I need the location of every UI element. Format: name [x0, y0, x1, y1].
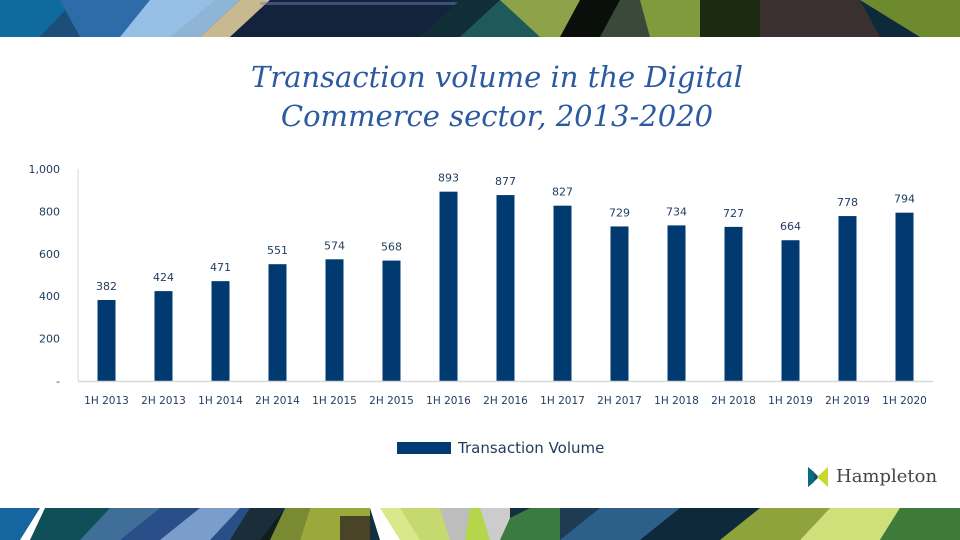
- data-label: 794: [894, 193, 915, 206]
- y-tick-label: 600: [39, 248, 60, 261]
- bar: [781, 240, 800, 381]
- bar: [610, 226, 629, 381]
- bar-chart: - 200 400 600 800 1,000 382 1H 2013 424 2H 2013 47…: [29, 163, 933, 407]
- data-label: 382: [96, 280, 117, 293]
- x-tick-label: 1H 2013: [84, 395, 129, 407]
- data-label: 734: [666, 205, 687, 218]
- bar: [211, 281, 230, 381]
- bar: [895, 212, 914, 381]
- y-tick-label: 400: [39, 290, 60, 303]
- x-tick-label: 1H 2014: [198, 395, 243, 407]
- bar: [496, 195, 515, 381]
- data-label: 551: [267, 244, 288, 257]
- hampleton-logo: Hampleton: [808, 466, 937, 487]
- bar: [553, 205, 572, 381]
- x-tick-label: 2H 2019: [825, 395, 870, 407]
- x-tick-label: 2H 2014: [255, 395, 300, 407]
- data-label: 778: [837, 196, 858, 209]
- x-tick-label: 2H 2018: [711, 395, 756, 407]
- x-tick-label: 1H 2018: [654, 395, 699, 407]
- bar: [268, 264, 287, 381]
- x-tick-label: 2H 2015: [369, 395, 414, 407]
- x-tick-label: 1H 2020: [882, 395, 927, 407]
- x-tick-label: 2H 2016: [483, 395, 528, 407]
- bar: [667, 225, 686, 381]
- bar: [97, 300, 116, 381]
- legend-label: Transaction Volume: [458, 439, 605, 457]
- bar: [838, 216, 857, 381]
- bar: [382, 260, 401, 381]
- header-banner: [0, 0, 960, 37]
- bar: [439, 191, 458, 381]
- data-label: 568: [381, 241, 402, 254]
- x-tick-label: 1H 2015: [312, 395, 357, 407]
- data-label: 877: [495, 175, 516, 188]
- hampleton-bowtie-icon: [808, 466, 828, 487]
- footer-banner: [0, 508, 960, 540]
- y-tick-label: -: [56, 375, 60, 388]
- x-tick-label: 2H 2013: [141, 395, 186, 407]
- logo-text: Hampleton: [836, 466, 938, 487]
- x-tick-label: 2H 2017: [597, 395, 642, 407]
- y-tick-label: 1,000: [29, 163, 61, 176]
- data-label: 424: [153, 271, 174, 284]
- data-label: 727: [723, 207, 744, 220]
- x-tick-label: 1H 2016: [426, 395, 471, 407]
- legend-swatch: [397, 442, 451, 454]
- data-label: 471: [210, 261, 231, 274]
- chart-title: Transaction volume in the Digital Commer…: [0, 58, 960, 136]
- chart-title-line-2: Commerce sector, 2013-2020: [280, 99, 714, 133]
- chart-title-line-1: Transaction volume in the Digital: [250, 60, 743, 94]
- bar: [724, 226, 743, 381]
- x-tick-label: 1H 2017: [540, 395, 585, 407]
- data-label: 893: [438, 172, 459, 185]
- y-tick-label: 800: [39, 205, 60, 218]
- y-tick-label: 200: [39, 333, 60, 346]
- data-label: 664: [780, 220, 801, 233]
- x-tick-label: 1H 2019: [768, 395, 813, 407]
- legend: Transaction Volume: [397, 438, 604, 458]
- data-label: 827: [552, 186, 573, 199]
- bar: [325, 259, 344, 381]
- bar: [154, 291, 173, 381]
- data-label: 574: [324, 239, 345, 252]
- data-label: 729: [609, 206, 630, 219]
